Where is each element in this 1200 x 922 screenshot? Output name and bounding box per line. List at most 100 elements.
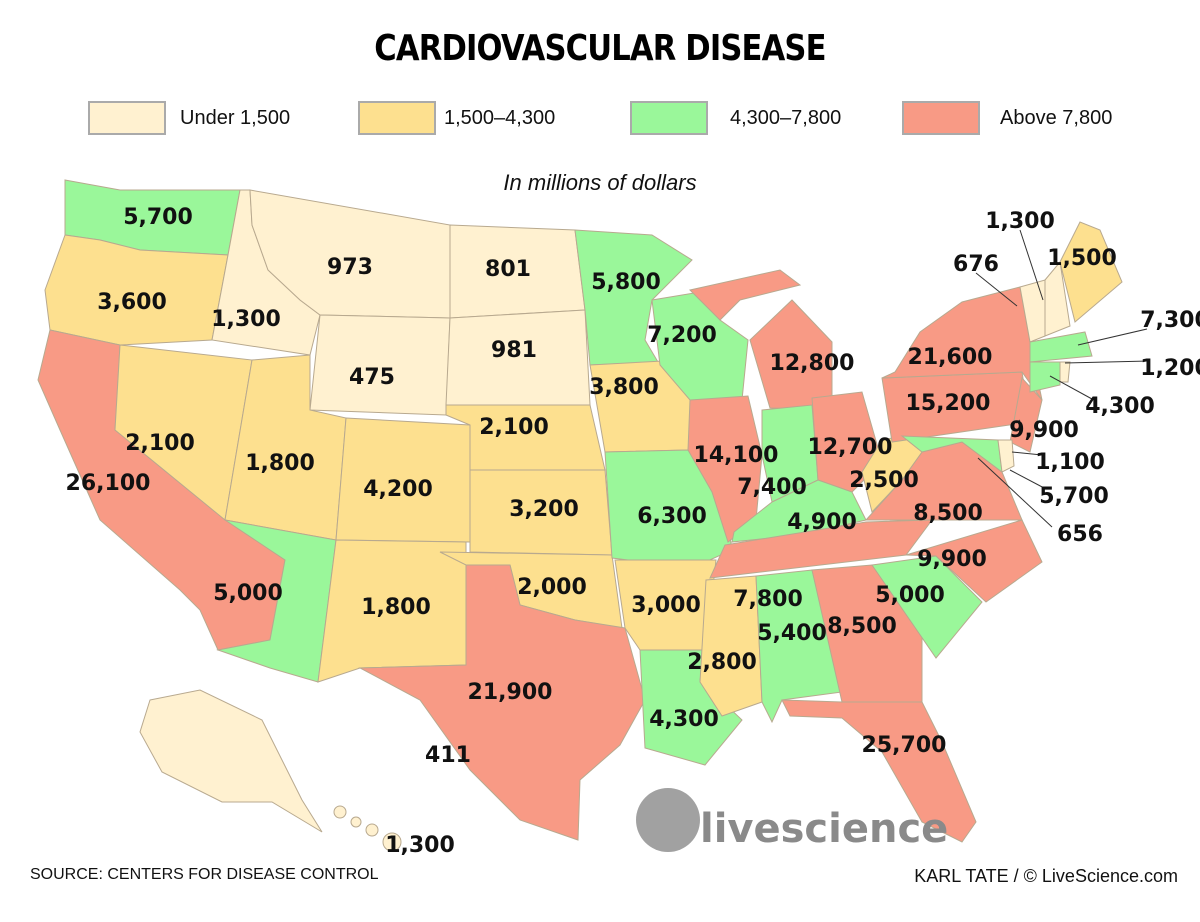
leader-line-ct (1049, 375, 1093, 400)
value-label-ak: 411 (425, 743, 471, 768)
legend-label: Above 7,800 (1000, 106, 1113, 129)
state-ak (139, 689, 323, 833)
legend-swatch (88, 101, 166, 135)
value-label-tn: 7,800 (733, 587, 803, 612)
state-tn (709, 519, 934, 579)
value-label-ri: 1,200 (1140, 356, 1200, 381)
value-label-or: 3,600 (97, 290, 167, 315)
value-label-ia: 3,800 (589, 375, 659, 400)
value-label-ky: 4,900 (787, 510, 857, 535)
state-nh (1044, 260, 1071, 337)
value-label-ut: 1,800 (245, 451, 315, 476)
value-label-oh: 12,700 (808, 435, 893, 460)
value-label-sd: 981 (491, 338, 537, 363)
value-label-id: 1,300 (211, 307, 281, 332)
value-label-mt: 973 (327, 255, 373, 280)
leader-line-de (1011, 451, 1043, 456)
value-label-ny: 21,600 (908, 345, 993, 370)
legend-swatch (630, 101, 708, 135)
value-label-nc: 9,900 (917, 547, 987, 572)
page-title: CARDIOVASCULAR DISEASE (374, 28, 826, 69)
value-label-vt: 676 (953, 252, 999, 277)
legend-item-above-7800: Above 7,800 (902, 100, 1112, 136)
value-label-va: 8,500 (913, 501, 983, 526)
value-label-il: 14,100 (694, 443, 779, 468)
state-nj (1009, 376, 1043, 453)
livescience-logo: livescience (636, 788, 948, 852)
legend-swatch (902, 101, 980, 135)
value-label-ca: 26,100 (66, 471, 151, 496)
value-label-md: 5,700 (1039, 484, 1109, 509)
value-label-pa: 15,200 (906, 391, 991, 416)
state-ri (1059, 361, 1071, 383)
value-label-ms: 2,800 (687, 650, 757, 675)
state-ma (1029, 331, 1093, 363)
state-hi (350, 816, 362, 828)
value-label-tx: 21,900 (468, 680, 553, 705)
state-ga (811, 564, 923, 703)
state-mn (574, 229, 693, 366)
value-label-ga: 8,500 (827, 614, 897, 639)
value-label-wv: 2,500 (849, 468, 919, 493)
value-label-ma: 7,300 (1140, 308, 1200, 333)
value-label-hi: 1,300 (385, 833, 455, 858)
value-label-wy: 475 (349, 365, 395, 390)
value-label-dc: 656 (1057, 522, 1103, 547)
state-hi (382, 832, 402, 852)
state-nc (905, 519, 1043, 603)
value-label-me: 1,500 (1047, 246, 1117, 271)
legend-swatch (358, 101, 436, 135)
value-label-wi: 7,200 (647, 323, 717, 348)
state-sc (871, 555, 983, 659)
state-ct (1029, 361, 1061, 393)
state-hi (365, 823, 379, 837)
value-label-in: 7,400 (737, 475, 807, 500)
value-label-ar: 3,000 (631, 593, 701, 618)
legend-item-under-1500: Under 1,500 (88, 100, 290, 136)
legend-label: 4,300–7,800 (730, 106, 842, 129)
value-label-ne: 2,100 (479, 415, 549, 440)
value-label-al: 5,400 (757, 621, 827, 646)
leader-line-ma (1077, 328, 1148, 346)
value-label-nd: 801 (485, 257, 531, 282)
state-hi (333, 805, 347, 819)
legend-item-4300-7800: 4,300–7,800 (630, 100, 841, 136)
value-label-ok: 2,000 (517, 575, 587, 600)
leader-line-dc (977, 457, 1053, 528)
value-label-mn: 5,800 (591, 270, 661, 295)
value-label-ks: 3,200 (509, 497, 579, 522)
state-ms (699, 575, 763, 717)
source-note: SOURCE: CENTERS FOR DISEASE CONTROL (30, 866, 379, 883)
state-mi (689, 269, 802, 321)
state-md (900, 435, 1003, 474)
value-label-co: 4,200 (363, 477, 433, 502)
value-label-fl: 25,700 (862, 733, 947, 758)
leader-line-md (1009, 469, 1047, 490)
value-label-nj: 9,900 (1009, 418, 1079, 443)
leader-line-nh (1019, 229, 1044, 301)
value-label-mo: 6,300 (637, 504, 707, 529)
legend-item-1500-4300: 1,500–4,300 (358, 100, 555, 136)
value-label-ct: 4,300 (1085, 394, 1155, 419)
leader-line-vt (975, 272, 1018, 307)
value-label-sc: 5,000 (875, 583, 945, 608)
state-de (997, 439, 1015, 473)
value-label-nm: 1,800 (361, 595, 431, 620)
credit: KARL TATE / © LiveScience.com (914, 866, 1178, 886)
value-label-wa: 5,700 (123, 205, 193, 230)
value-label-az: 5,000 (213, 581, 283, 606)
leader-line-ri (1064, 360, 1148, 364)
legend-label: 1,500–4,300 (444, 106, 556, 129)
value-label-la: 4,300 (649, 707, 719, 732)
state-tx (358, 564, 646, 841)
value-label-de: 1,100 (1035, 450, 1105, 475)
state-ky (731, 479, 867, 543)
state-mi (749, 299, 833, 411)
value-label-mi: 12,800 (770, 351, 855, 376)
leader-line-nj (1015, 419, 1021, 424)
svg-text:livescience: livescience (700, 806, 948, 852)
subtitle: In millions of dollars (503, 170, 697, 195)
value-label-nh: 1,300 (985, 209, 1055, 234)
